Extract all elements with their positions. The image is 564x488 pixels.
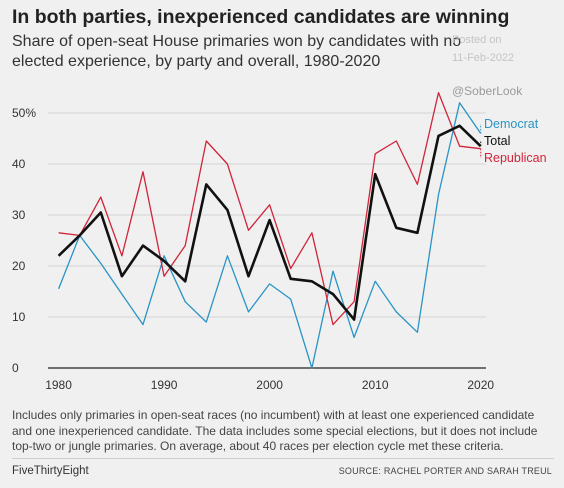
x-tick-label: 2020 — [467, 378, 494, 392]
y-tick-label: 0 — [12, 361, 19, 375]
brand-logo-text: FiveThirtyEight — [12, 465, 89, 477]
x-axis: 1980 1990 2000 2010 2020 — [45, 378, 494, 392]
series-line-republican — [58, 91, 481, 326]
y-tick-label: 20 — [12, 259, 26, 273]
series-label-total: Total — [484, 134, 510, 148]
y-axis: 0 10 20 30 40 50% — [12, 106, 36, 375]
series-line-total — [57, 124, 482, 321]
x-tick-label: 1990 — [151, 378, 178, 392]
chart-subtitle: Share of open-seat House primaries won b… — [12, 33, 462, 70]
x-tick-label: 2000 — [256, 378, 283, 392]
y-tick-label: 40 — [12, 157, 26, 171]
series-line-democrat — [57, 102, 482, 369]
series-labels: Democrat Total Republican — [480, 117, 547, 165]
y-tick-label: 50% — [12, 106, 36, 120]
chart-title: In both parties, inexperienced candidate… — [12, 6, 510, 28]
chart-footnote: Includes only primaries in open-seat rac… — [12, 408, 538, 453]
watermark-handle: @SoberLook — [452, 84, 523, 98]
x-tick-label: 1980 — [45, 378, 72, 392]
gridlines — [48, 112, 486, 369]
series-lines — [57, 91, 482, 369]
series-label-republican: Republican — [484, 151, 547, 165]
y-tick-label: 10 — [12, 310, 26, 324]
source-credit: SOURCE: RACHEL PORTER AND SARAH TREUL — [338, 466, 552, 476]
line-chart: 0 10 20 30 40 50% 1980 1990 2000 2010 2020 Democr… — [12, 91, 547, 392]
y-tick-label: 30 — [12, 208, 26, 222]
series-label-democrat: Democrat — [484, 117, 539, 131]
footer-divider — [12, 458, 554, 459]
watermark-posted-on: Posted on — [452, 34, 502, 46]
watermark-date: 11-Feb-2022 — [452, 52, 515, 64]
x-tick-label: 2010 — [362, 378, 389, 392]
